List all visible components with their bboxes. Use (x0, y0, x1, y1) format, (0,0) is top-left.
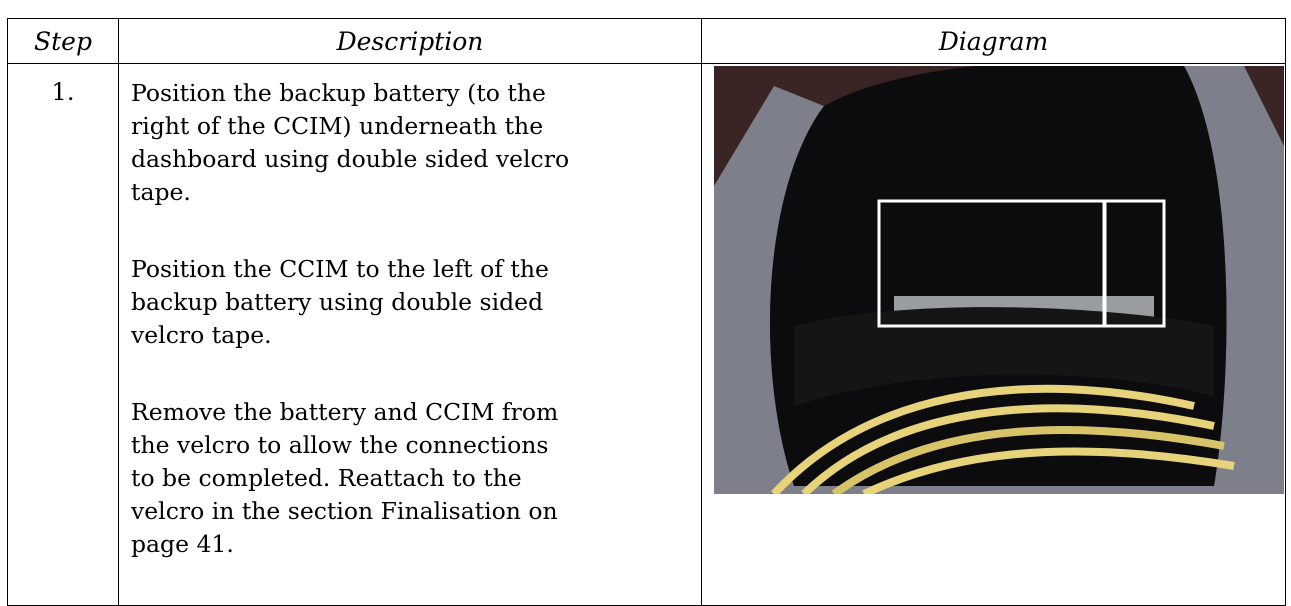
header-cell: Step (7, 18, 119, 64)
paragraph: Remove the battery and CCIM from the velc… (131, 396, 693, 561)
header-cell: Diagram (701, 18, 1286, 64)
text-line: velcro tape. (131, 321, 272, 349)
paragraph: Position the CCIM to the left of the back… (131, 253, 693, 352)
diagram-cell (701, 60, 1286, 606)
step-cell: 1. (7, 63, 119, 606)
text-line: page 41. (131, 530, 234, 558)
text-line: the velcro to allow the connections (131, 431, 549, 459)
paragraph: Position the backup battery (to the right… (131, 77, 693, 209)
text-line: dashboard using double sided velcro (131, 145, 570, 173)
page: Step Description Diagram 1. Position the… (7, 18, 1286, 606)
text-line: Position the CCIM to the left of the (131, 255, 549, 283)
text-line: Position the backup battery (to the (131, 79, 546, 107)
text-line: Remove the battery and CCIM from (131, 398, 559, 426)
diagram-photo (714, 60, 1284, 498)
description-cell: Position the backup battery (to the right… (118, 63, 702, 606)
header-row: Step Description Diagram (7, 18, 1286, 64)
text-line: backup battery using double sided (131, 288, 544, 316)
text-line: velcro in the section Finalisation on (131, 497, 558, 525)
instruction-table: Step Description Diagram 1. Position the… (7, 18, 1286, 606)
header-cell: Description (118, 18, 702, 64)
text-line: right of the CCIM) underneath the (131, 112, 544, 140)
text-line: to be completed. Reattach to the (131, 464, 522, 492)
text-line: tape. (131, 178, 191, 206)
step-row: 1. Position the backup battery (to the ri… (7, 60, 1286, 606)
